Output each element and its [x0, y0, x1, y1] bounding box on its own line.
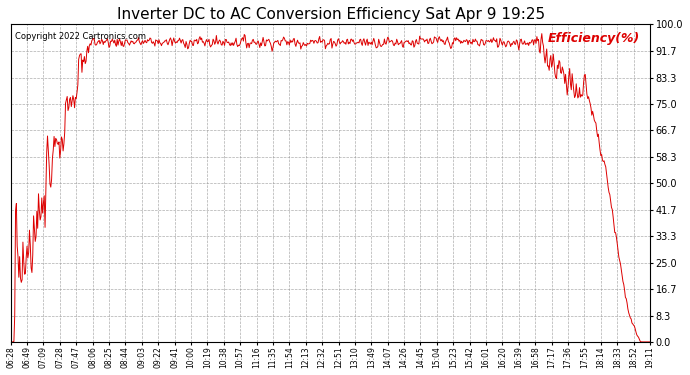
- Title: Inverter DC to AC Conversion Efficiency Sat Apr 9 19:25: Inverter DC to AC Conversion Efficiency …: [117, 7, 545, 22]
- Text: Copyright 2022 Cartronics.com: Copyright 2022 Cartronics.com: [14, 32, 146, 41]
- Text: Efficiency(%): Efficiency(%): [548, 32, 640, 45]
